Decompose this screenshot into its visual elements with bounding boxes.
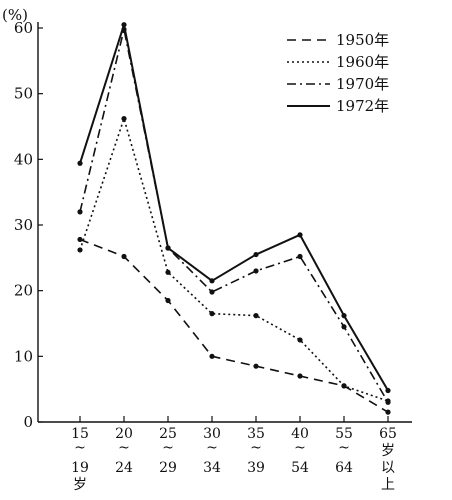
axes: [37, 22, 412, 423]
x-category-label: 19: [71, 460, 89, 476]
series-line: [79, 117, 389, 402]
data-point: [341, 383, 347, 389]
data-point: [341, 324, 347, 330]
series-1: [77, 116, 391, 404]
x-category-label: 岁: [73, 477, 87, 493]
x-category-label: ~: [118, 440, 130, 456]
y-tick-label: 40: [14, 150, 33, 168]
data-point: [121, 22, 127, 28]
x-category-label: ~: [74, 440, 86, 456]
data-point: [385, 399, 391, 405]
x-category-label: 15: [71, 426, 89, 442]
x-category-label: 40: [291, 426, 309, 442]
y-tick-label: 20: [14, 282, 33, 300]
data-point: [165, 245, 171, 251]
data-point: [253, 268, 259, 274]
y-ticks: 0 10 20 30 40 50 60: [14, 19, 43, 431]
x-categories: 15~19岁20~2425~2930~3435~3940~5455~6465岁以…: [71, 416, 397, 493]
data-point: [253, 313, 259, 319]
data-point: [77, 160, 83, 166]
series-line: [79, 23, 389, 391]
series-line: [79, 238, 389, 413]
x-category-label: 54: [291, 460, 309, 476]
legend-entry: 1960年: [336, 53, 389, 71]
data-point: [297, 232, 303, 238]
data-point: [121, 253, 127, 260]
x-category-label: 24: [115, 460, 133, 476]
legend-entry: 1970年: [336, 75, 389, 93]
x-category-label: ~: [338, 440, 350, 456]
data-point: [121, 116, 127, 122]
x-category-label: 30: [203, 426, 221, 442]
series-line: [79, 28, 389, 403]
x-category-label: 35: [247, 426, 265, 442]
data-point: [77, 236, 83, 243]
y-tick-label: 10: [14, 347, 33, 365]
data-point: [253, 363, 259, 369]
data-point: [77, 247, 83, 253]
x-category-label: 65: [379, 426, 397, 442]
x-category-label: 39: [247, 460, 265, 476]
x-category-label: 55: [335, 426, 353, 442]
data-point: [77, 209, 83, 215]
data-point: [297, 337, 303, 343]
legend-entry: 1972年: [336, 97, 389, 115]
y-tick-label: 0: [23, 413, 33, 431]
x-category-label: 25: [159, 426, 177, 442]
data-point: [165, 269, 171, 275]
data-point: [209, 353, 215, 359]
x-category-label: 以: [381, 460, 395, 476]
data-point: [297, 253, 303, 260]
x-category-label: ~: [162, 440, 174, 456]
data-point: [297, 373, 303, 379]
x-category-label: 岁: [381, 443, 395, 459]
data-point: [209, 289, 215, 295]
x-category-label: ~: [206, 440, 218, 456]
series-3: [77, 22, 391, 394]
y-axis-unit-label: (%): [2, 6, 28, 24]
x-category-label: 34: [203, 460, 221, 476]
y-tick-label: 30: [14, 216, 33, 234]
x-category-label: 64: [335, 460, 353, 476]
data-point: [165, 297, 171, 304]
x-category-label: 20: [115, 426, 133, 442]
y-tick-label: 50: [14, 85, 33, 103]
x-category-label: ~: [294, 440, 306, 456]
x-category-label: ~: [250, 440, 262, 456]
data-point: [385, 387, 391, 394]
legend-entry: 1950年: [336, 31, 389, 49]
y-tick-label: 60: [14, 19, 33, 37]
x-category-label: 29: [159, 460, 177, 476]
data-point: [209, 311, 215, 317]
legend: 1950年 1960年 1970年 1972年: [287, 31, 389, 115]
data-point: [385, 409, 391, 415]
x-category-label: 上: [381, 477, 395, 493]
data-point: [209, 278, 215, 284]
data-point: [341, 313, 347, 319]
data-point: [253, 251, 259, 258]
series-lines: [77, 22, 391, 415]
